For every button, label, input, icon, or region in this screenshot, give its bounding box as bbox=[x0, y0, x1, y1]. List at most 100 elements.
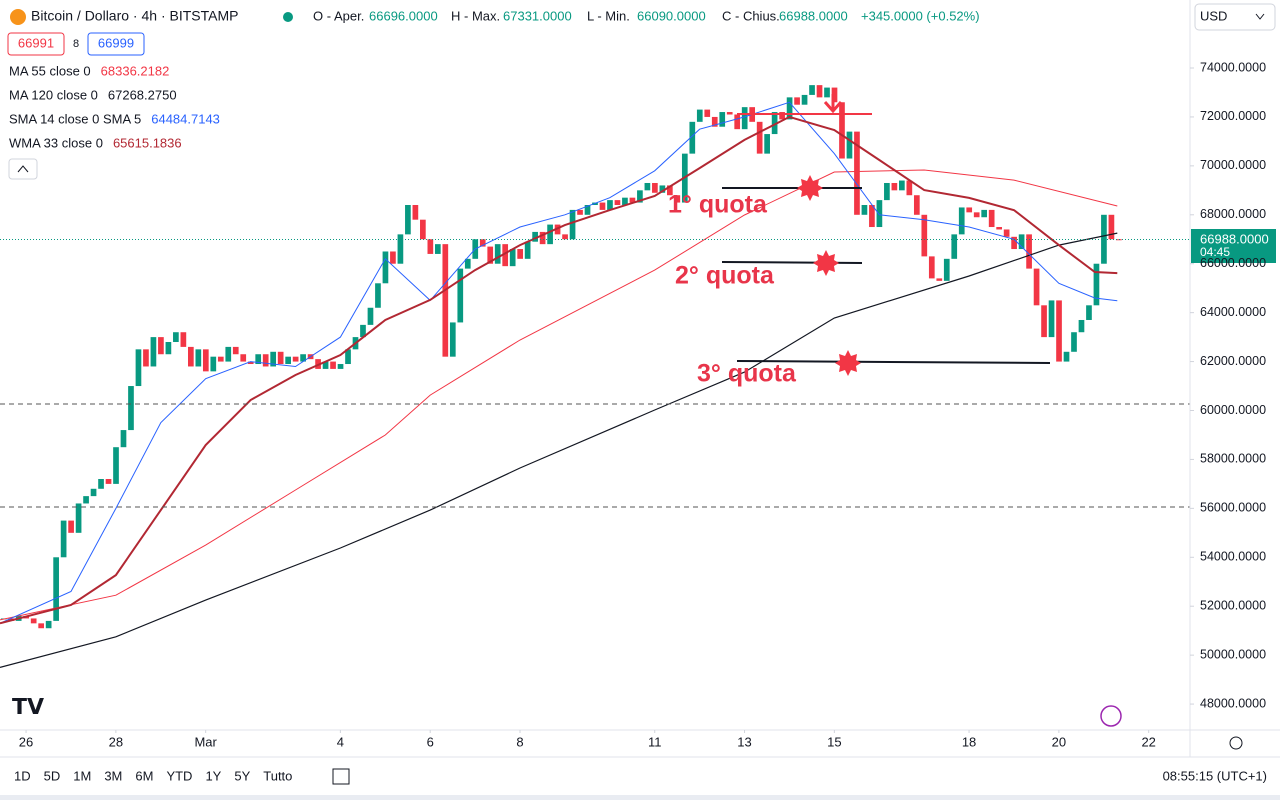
candle bbox=[666, 185, 673, 196]
candle bbox=[240, 354, 247, 362]
indicator-line bbox=[0, 115, 1118, 625]
drawings: 1° quota 2° quota 3° quota bbox=[0, 94, 1190, 508]
candle bbox=[45, 620, 52, 629]
candle bbox=[150, 337, 157, 367]
candle bbox=[771, 112, 778, 135]
candle bbox=[988, 209, 995, 228]
candle bbox=[113, 447, 119, 484]
symbol: Bitcoin / Dollaro · 4h · BITSTAMP bbox=[31, 8, 238, 24]
candle bbox=[53, 557, 59, 621]
candle bbox=[876, 200, 883, 228]
candle bbox=[614, 200, 621, 206]
candle bbox=[816, 85, 823, 98]
settings-icon[interactable] bbox=[1229, 736, 1243, 750]
candle bbox=[869, 205, 875, 228]
candle bbox=[1018, 234, 1025, 250]
candle bbox=[861, 205, 868, 215]
indicator-value: 64484.7143 bbox=[151, 111, 220, 126]
ask-box[interactable] bbox=[87, 32, 145, 56]
candle bbox=[120, 430, 127, 448]
candle bbox=[60, 520, 67, 558]
chevron bbox=[17, 165, 29, 173]
candle bbox=[1041, 305, 1047, 338]
range-button[interactable]: Tutto bbox=[263, 768, 292, 783]
ohlc-value: 66090.0000 bbox=[637, 8, 706, 23]
indicator-name: SMA 14 close 0 SMA 5 bbox=[9, 111, 141, 126]
x-tick-label: 22 bbox=[1141, 734, 1155, 749]
candle bbox=[951, 234, 958, 259]
arrow bbox=[823, 94, 843, 114]
indicator-value: 67268.2750 bbox=[108, 87, 177, 102]
y-tick-label: 60000.0000 bbox=[1200, 403, 1266, 417]
candle bbox=[599, 202, 606, 210]
candle bbox=[547, 224, 553, 245]
y-tick-label: 58000.0000 bbox=[1200, 452, 1266, 466]
y-tick-label: 68000.0000 bbox=[1200, 207, 1266, 221]
candle bbox=[966, 207, 973, 213]
indicator-name: WMA 33 close 0 bbox=[9, 135, 103, 150]
x-tick-label: 6 bbox=[427, 734, 434, 749]
range-button[interactable]: YTD bbox=[166, 768, 192, 783]
candle bbox=[98, 479, 104, 489]
ohlc-label: H - Max. bbox=[451, 8, 500, 23]
candle bbox=[1003, 229, 1010, 237]
candle bbox=[674, 195, 681, 203]
candle bbox=[255, 354, 262, 365]
candle bbox=[202, 349, 209, 372]
bid-box[interactable] bbox=[7, 32, 65, 56]
candle bbox=[921, 214, 928, 257]
bid: 66991 bbox=[18, 35, 54, 50]
candle bbox=[1011, 236, 1017, 250]
candle bbox=[345, 349, 351, 365]
x-tick-label: 20 bbox=[1052, 734, 1066, 749]
candle bbox=[1101, 214, 1107, 264]
candle bbox=[824, 87, 830, 98]
candle bbox=[1086, 305, 1092, 320]
candle bbox=[442, 244, 449, 357]
candle bbox=[659, 185, 666, 193]
x-tick-label: 26 bbox=[19, 734, 33, 749]
candle bbox=[382, 251, 389, 284]
candle bbox=[457, 268, 464, 323]
y-tick-label: 66000.0000 bbox=[1200, 256, 1266, 270]
candle bbox=[135, 349, 142, 387]
candle bbox=[756, 121, 763, 154]
calendar-icon[interactable] bbox=[332, 768, 350, 785]
candle bbox=[779, 112, 785, 120]
candle bbox=[1108, 214, 1115, 240]
currency-select[interactable] bbox=[1194, 3, 1276, 31]
x-tick-label: 15 bbox=[827, 734, 841, 749]
candle bbox=[539, 231, 546, 245]
range-button[interactable]: 6M bbox=[135, 768, 153, 783]
candle bbox=[786, 97, 793, 120]
range-button[interactable]: 5Y bbox=[234, 768, 250, 783]
range-button[interactable]: 5D bbox=[44, 768, 61, 783]
range-button[interactable]: 3M bbox=[104, 768, 122, 783]
candle bbox=[210, 356, 217, 372]
candle bbox=[809, 85, 815, 95]
alert-icon[interactable] bbox=[1100, 705, 1122, 727]
range-button[interactable]: 1Y bbox=[205, 768, 221, 783]
candle bbox=[741, 107, 748, 130]
indicator-line bbox=[0, 232, 1118, 668]
range-button[interactable]: 1D bbox=[14, 768, 31, 783]
y-tick-label: 62000.0000 bbox=[1200, 354, 1266, 368]
candle bbox=[509, 249, 516, 267]
candle bbox=[337, 364, 344, 369]
range-button[interactable]: 1M bbox=[73, 768, 91, 783]
candle bbox=[502, 244, 509, 267]
candle bbox=[891, 182, 898, 191]
candle bbox=[711, 116, 718, 127]
currency: USD bbox=[1200, 8, 1227, 23]
candle bbox=[899, 180, 905, 191]
candle bbox=[943, 258, 950, 281]
candle bbox=[487, 246, 494, 264]
y-tick-label: 56000.0000 bbox=[1200, 501, 1266, 515]
indicator-value: 65615.1836 bbox=[113, 135, 182, 150]
candle bbox=[38, 623, 45, 629]
toolbar: 1D 5D 1M 3M 6M YTD 1Y 5Y Tutto bbox=[14, 768, 292, 783]
collapse-button[interactable] bbox=[8, 158, 38, 180]
